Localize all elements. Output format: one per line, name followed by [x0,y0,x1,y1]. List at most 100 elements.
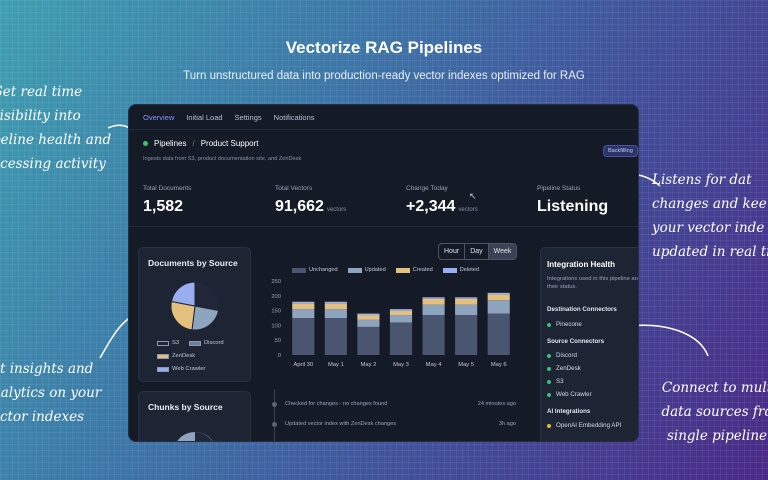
activity-text: Updated vector index with ZenDesk change… [285,421,397,427]
status-ok-icon [547,322,551,327]
vectors-bar-chart: 0 50 100 150 200 250 April 30 May 1 May 2 May 3 Ma… [271,279,510,368]
breadcrumb: Pipelines / Product Support [143,139,259,148]
bar-created [422,298,445,305]
y-tick-label: 200 [271,294,281,300]
tab-overview[interactable]: Overview [143,112,175,122]
pie-slice-zendesk [170,300,196,331]
callout-line: updated in real ti [652,244,768,260]
legend-swatch [189,340,201,346]
arrow-to-integrations [628,325,709,357]
bar-unchanged [455,315,478,355]
status-ok-icon [547,353,551,358]
hero-title: Vectorize RAG Pipelines [285,38,483,57]
callout-realtime: Get real time visibility into peline hea… [0,80,122,176]
legend-label: Updated [364,267,386,273]
callout-line: et insights and [0,361,94,377]
stat-number: 1,582 [143,198,184,215]
x-tick-label: May 3 [393,362,409,368]
status-badge: Backfilling [603,145,638,157]
pie-slice-web-crawler [170,281,196,307]
legend-updated: Updated [347,267,386,273]
stat-number: Listening [537,198,609,215]
stat-change-today: Change Today +2,344 vectors [406,185,478,216]
callout-line: ocessing activity [0,156,106,172]
activity-dot-icon [272,402,277,407]
bar-created [357,315,380,320]
callout-line: ector indexes [0,409,85,425]
connector-web-crawler[interactable]: Web Crawler [547,391,592,398]
connector-label: OpenAI Embedding API [556,422,622,429]
tab-settings[interactable]: Settings [234,112,262,122]
integration-health-card: Integration Health Integrations used in … [540,247,639,441]
connector-openai[interactable]: OpenAI Embedding API [547,422,621,429]
legend-swatch [292,267,306,273]
range-hour-button[interactable]: Hour [439,244,466,259]
activity-item: Checked for changes - no changes found 2… [271,401,516,407]
bar-created [324,303,347,310]
y-tick-label: 50 [275,338,281,344]
bar-unchanged [324,318,347,355]
card-title: Integration Health [547,260,616,269]
status-ok-icon [547,366,551,371]
stats-row: Total Documents 1,582 Total Vectors 91,6… [129,177,638,227]
chunks-by-source-card: Chunks by Source [138,391,251,441]
activity-dot-icon [272,422,277,427]
stat-value: 1,582 [143,198,191,216]
bar-created [292,303,315,310]
stat-label: Change Today [406,185,448,192]
stat-label: Pipeline Status [537,185,581,192]
legend-swatch [157,340,169,346]
callout-line: changes and kee [652,196,767,212]
legend-label: S3 [172,340,180,346]
y-tick-label: 100 [271,323,281,329]
connector-discord[interactable]: Discord [547,352,577,359]
bar-deleted [487,292,510,295]
x-tick-label: May 4 [426,362,443,368]
pie-slice-s3 [194,281,220,312]
connector-label: Pinecone [556,321,582,328]
status-warning-icon [547,423,551,428]
stat-unit: vectors [458,207,478,213]
card-description: Integrations used in this pipeline and t… [547,276,639,290]
callout-line: nalytics on your [0,385,102,401]
callout-connect: Connect to mult data sources fro single … [652,376,768,448]
connector-pinecone[interactable]: Pinecone [547,321,582,328]
pie-slice-discord [191,305,220,331]
card-title: Documents by Source [148,258,238,268]
legend-s3: S3 [157,340,179,346]
legend-created: Created [395,267,433,273]
connector-zendesk[interactable]: ZenDesk [547,365,581,372]
breadcrumb-root[interactable]: Pipelines [154,139,187,148]
legend-unchanged: Unchanged [292,267,338,273]
range-day-button[interactable]: Day [465,244,489,259]
callout-line: your vector inde [652,220,765,236]
bar-unchanged [422,315,445,355]
activity-text: Checked for changes - no changes found [285,401,388,407]
time-range-toggle: Hour Day Week [438,243,518,260]
chunks-pie-chart [177,432,213,441]
connector-s3[interactable]: S3 [547,378,564,385]
hero-subtitle: Turn unstructured data into production-r… [183,70,585,82]
tab-bar: Overview Initial Load Settings Notificat… [129,105,638,130]
legend-label: Discord [204,340,224,346]
x-tick-label: April 30 [293,362,313,368]
status-ok-icon [547,379,551,384]
tab-notifications[interactable]: Notifications [273,112,315,122]
bar-unchanged [487,313,510,355]
bar-created [389,310,413,316]
x-tick-label: May 5 [458,362,474,368]
range-week-button[interactable]: Week [488,244,517,259]
activity-time: 3h ago [498,421,516,427]
legend-web-crawler: Web Crawler [157,366,205,372]
bar-updated [455,304,478,316]
activity-timeline [274,389,275,441]
bar-created [487,294,510,301]
x-tick-label: May 1 [328,362,344,368]
chart-legend: Unchanged Updated Created Deleted [292,267,479,273]
tab-initial-load[interactable]: Initial Load [186,112,223,122]
legend-label: Unchanged [309,267,338,273]
callout-line: peline health and [0,132,112,148]
bar-deleted [292,301,315,304]
status-dot-icon [143,141,148,146]
stat-number: +2,344 [406,198,456,215]
